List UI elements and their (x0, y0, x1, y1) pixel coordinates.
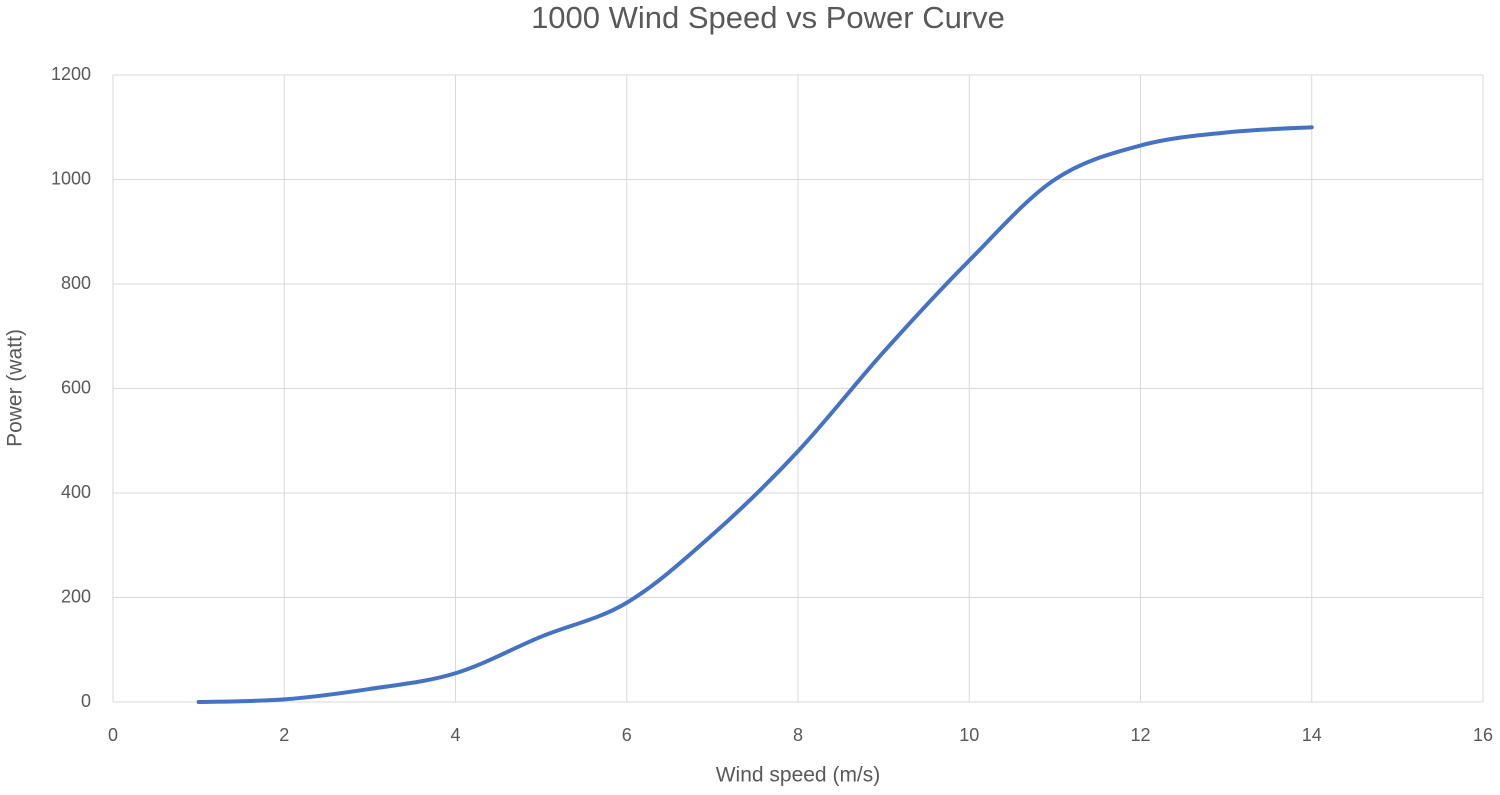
x-tick-label: 0 (108, 725, 118, 745)
data-line (196, 125, 1314, 704)
chart-title: 1000 Wind Speed vs Power Curve (531, 0, 1005, 35)
x-tick-label: 16 (1473, 725, 1493, 745)
y-tick-label: 0 (81, 691, 91, 711)
y-tick-label: 400 (61, 482, 91, 502)
x-tick-label: 8 (793, 725, 803, 745)
y-tick-label: 1200 (51, 64, 91, 84)
y-axis-title: Power (watt) (4, 329, 27, 447)
x-tick-label: 10 (959, 725, 979, 745)
x-tick-label: 4 (450, 725, 460, 745)
y-tick-label: 200 (61, 586, 91, 606)
x-tick-label: 2 (279, 725, 289, 745)
x-tick-label: 6 (622, 725, 632, 745)
y-tick-label: 1000 (51, 168, 91, 188)
x-tick-label: 12 (1130, 725, 1150, 745)
y-tick-label: 800 (61, 273, 91, 293)
x-axis-title: Wind speed (m/s) (716, 764, 881, 787)
y-tick-label: 600 (61, 377, 91, 397)
x-tick-label: 14 (1302, 725, 1322, 745)
